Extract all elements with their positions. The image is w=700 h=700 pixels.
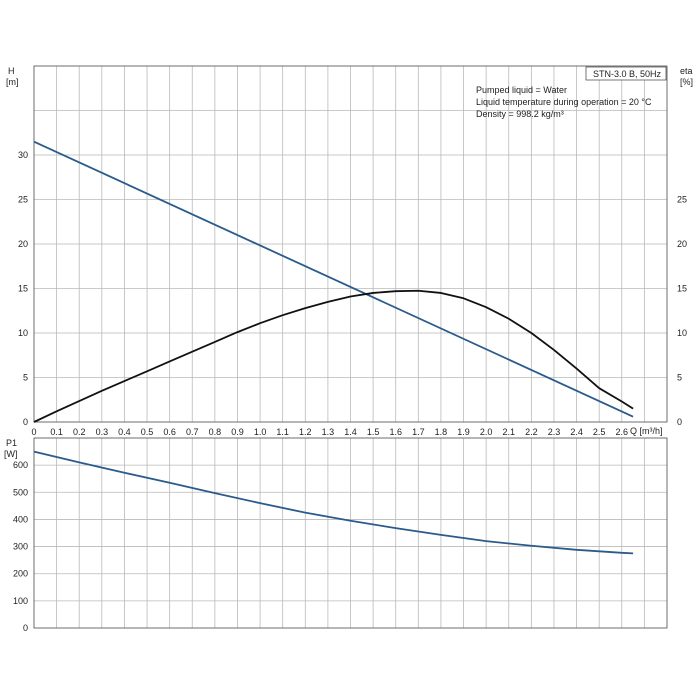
x-tick-label: 2.0 [480, 427, 493, 437]
left-y-tick-label: 30 [18, 150, 28, 160]
x-axis-label: Q [m³/h] [630, 426, 663, 436]
chart-title: STN-3.0 B, 50Hz [593, 69, 662, 79]
x-tick-label: 0.4 [118, 427, 131, 437]
x-tick-label: 0.1 [50, 427, 63, 437]
x-tick-label: 2.1 [502, 427, 515, 437]
info-line-liquid: Pumped liquid = Water [476, 85, 567, 95]
x-tick-label: 2.6 [616, 427, 629, 437]
lower-y-axis-label: P1 [6, 438, 17, 448]
lower-series-group [33, 450, 634, 555]
upper-plot-grid [33, 65, 668, 423]
right-y-tick-label: 20 [677, 239, 687, 249]
x-tick-label: 2.4 [570, 427, 583, 437]
x-tick-label: 0.6 [163, 427, 176, 437]
x-tick-label: 1.7 [412, 427, 425, 437]
x-tick-label: 0.7 [186, 427, 199, 437]
lower-y-tick-label: 500 [13, 487, 28, 497]
x-tick-label: 2.5 [593, 427, 606, 437]
lower-y-tick-label: 100 [13, 596, 28, 606]
left-y-tick-label: 0 [23, 417, 28, 427]
right-y-tick-label: 10 [677, 328, 687, 338]
x-tick-label: 0.8 [209, 427, 222, 437]
left-y-tick-label: 5 [23, 373, 28, 383]
right-y-tick-label: 0 [677, 417, 682, 427]
lower-plot-grid [33, 437, 668, 629]
info-line-density: Density = 998.2 kg/m³ [476, 109, 564, 119]
x-tick-label: 1.8 [435, 427, 448, 437]
left-y-tick-label: 20 [18, 239, 28, 249]
lower-y-tick-label: 600 [13, 460, 28, 470]
x-tick-label: 0 [31, 427, 36, 437]
x-tick-label: 1.2 [299, 427, 312, 437]
left-y-tick-label: 10 [18, 328, 28, 338]
x-tick-label: 1.4 [344, 427, 357, 437]
left-y-axis-unit: [m] [6, 77, 19, 87]
x-tick-label: 0.2 [73, 427, 86, 437]
upper-series-group [33, 140, 634, 423]
lower-y-axis-unit: [W] [4, 449, 18, 459]
x-tick-label: 1.6 [389, 427, 402, 437]
right-y-axis-unit: [%] [680, 77, 693, 87]
lower-y-tick-label: 0 [23, 623, 28, 633]
right-y-axis-label: eta [680, 66, 693, 76]
right-y-tick-label: 25 [677, 195, 687, 205]
efficiency-curve-line [33, 289, 634, 423]
x-tick-label: 0.3 [96, 427, 109, 437]
info-line-temperature: Liquid temperature during operation = 20… [476, 97, 652, 107]
upper-plot-frame [33, 65, 668, 423]
left-y-tick-label: 25 [18, 195, 28, 205]
lower-y-tick-label: 300 [13, 542, 28, 552]
x-tick-label: 2.2 [525, 427, 538, 437]
right-y-tick-label: 5 [677, 373, 682, 383]
lower-y-tick-label: 400 [13, 514, 28, 524]
x-tick-label: 0.5 [141, 427, 154, 437]
x-tick-label: 1.9 [457, 427, 470, 437]
x-tick-label: 1.5 [367, 427, 380, 437]
left-y-axis-label: H [8, 66, 15, 76]
right-y-tick-label: 15 [677, 284, 687, 294]
x-tick-label: 1.1 [276, 427, 289, 437]
x-tick-label: 0.9 [231, 427, 244, 437]
left-y-tick-label: 15 [18, 284, 28, 294]
lower-y-tick-label: 200 [13, 569, 28, 579]
chart-title-box [585, 66, 667, 81]
power-curve-line [33, 450, 634, 555]
x-tick-label: 1.3 [322, 427, 335, 437]
tick-labels: 0 0.1 0.2 0.3 0.4 0.5 0.6 0.7 0.8 0.9 1.0 1.1 1.2 1.3… [13, 150, 687, 633]
head-curve-line [33, 140, 634, 418]
lower-plot-frame [33, 437, 668, 629]
x-tick-label: 1.0 [254, 427, 267, 437]
x-tick-label: 2.3 [548, 427, 561, 437]
